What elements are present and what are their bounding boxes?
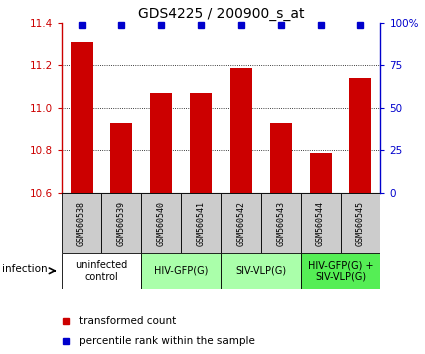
Bar — [221, 253, 300, 289]
Text: transformed count: transformed count — [79, 316, 176, 326]
Text: GSM560542: GSM560542 — [236, 200, 245, 246]
Bar — [102, 193, 141, 253]
Text: GSM560541: GSM560541 — [197, 200, 206, 246]
Bar — [62, 193, 102, 253]
Text: SIV-VLP(G): SIV-VLP(G) — [235, 266, 286, 276]
Text: infection: infection — [2, 264, 48, 274]
Text: uninfected
control: uninfected control — [75, 260, 128, 282]
Bar — [300, 253, 380, 289]
Text: GSM560544: GSM560544 — [316, 200, 325, 246]
Text: GSM560538: GSM560538 — [77, 200, 86, 246]
Bar — [71, 42, 93, 193]
Text: percentile rank within the sample: percentile rank within the sample — [79, 336, 255, 346]
Text: HIV-GFP(G) +
SIV-VLP(G): HIV-GFP(G) + SIV-VLP(G) — [308, 260, 373, 282]
Text: GSM560539: GSM560539 — [117, 200, 126, 246]
Title: GDS4225 / 200900_s_at: GDS4225 / 200900_s_at — [138, 7, 304, 21]
Bar — [349, 78, 371, 193]
Text: GSM560543: GSM560543 — [276, 200, 285, 246]
Bar — [141, 193, 181, 253]
Bar — [150, 93, 172, 193]
Bar — [300, 193, 340, 253]
Bar — [190, 93, 212, 193]
Bar — [261, 193, 300, 253]
Bar — [221, 193, 261, 253]
Bar — [270, 123, 292, 193]
Bar — [141, 253, 221, 289]
Bar — [310, 153, 332, 193]
Bar — [340, 193, 380, 253]
Text: GSM560545: GSM560545 — [356, 200, 365, 246]
Text: GSM560540: GSM560540 — [157, 200, 166, 246]
Bar — [62, 253, 141, 289]
Bar — [230, 68, 252, 193]
Text: HIV-GFP(G): HIV-GFP(G) — [154, 266, 208, 276]
Bar — [181, 193, 221, 253]
Bar — [110, 123, 132, 193]
